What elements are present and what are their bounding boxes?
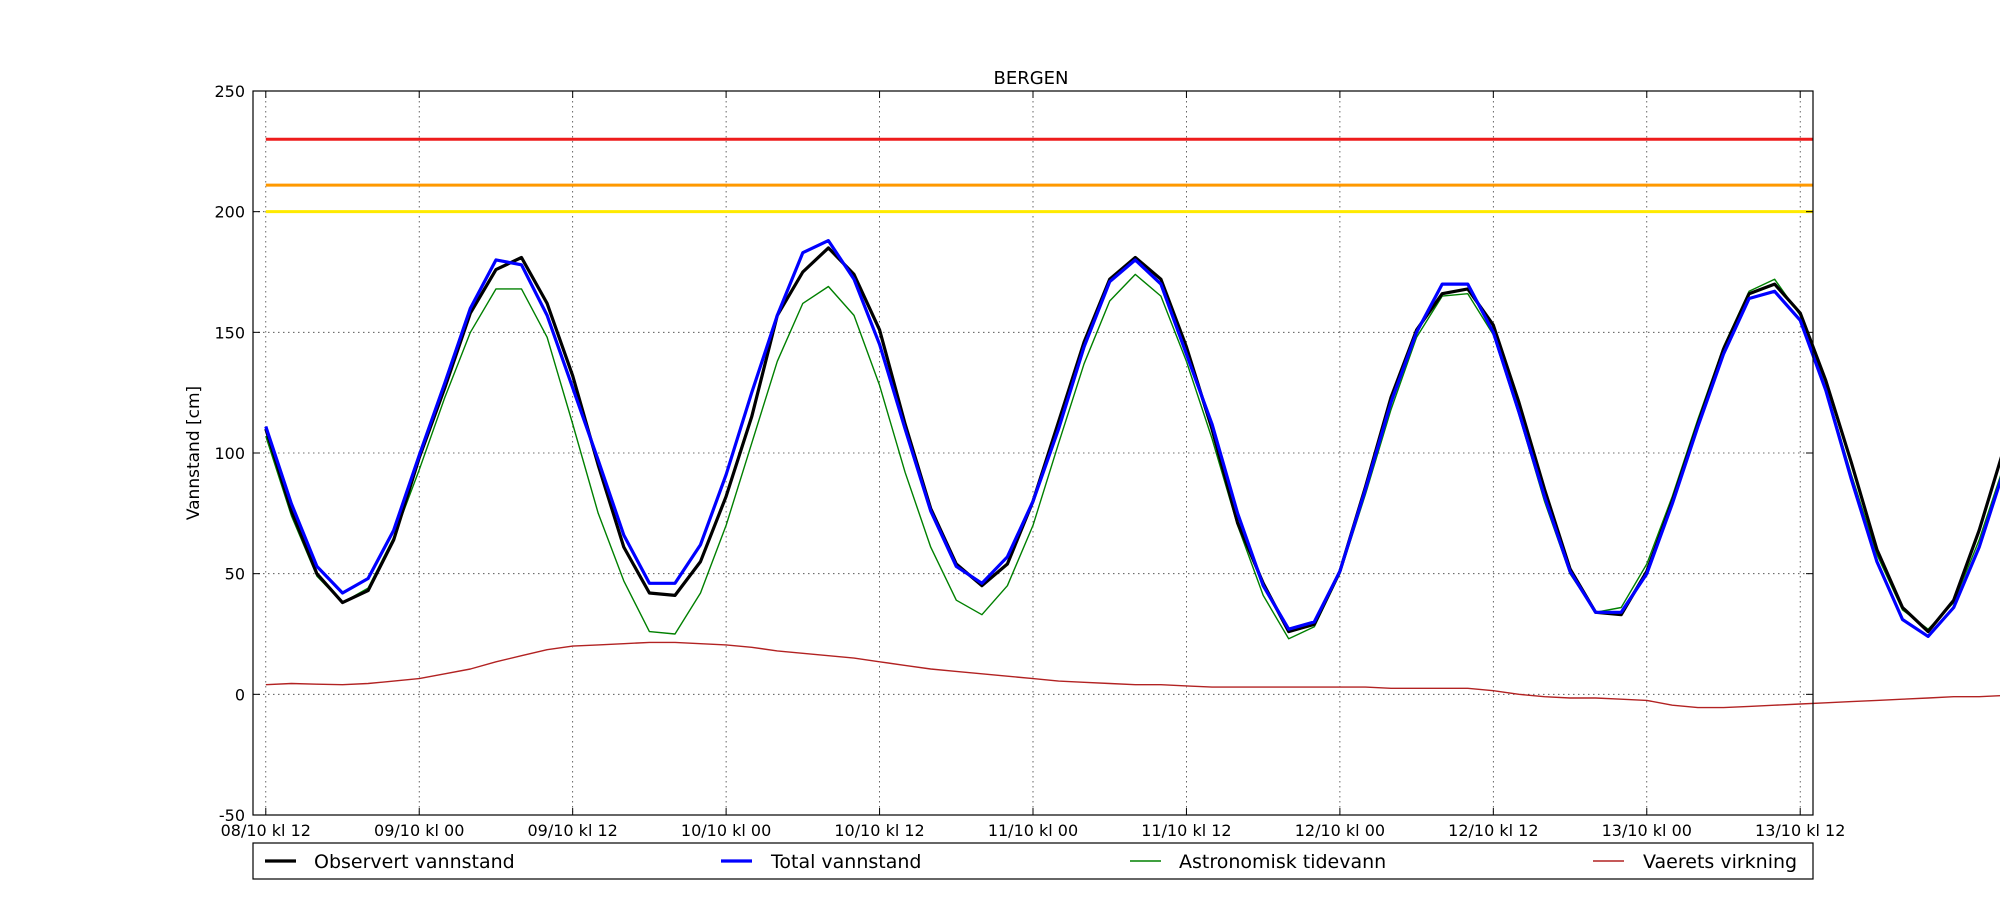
legend-label: Astronomisk tidevann bbox=[1179, 851, 1386, 873]
y-tick-label: 250 bbox=[214, 82, 245, 101]
y-ticks: -50 0 50 100 150 200 250 bbox=[214, 82, 1813, 825]
x-tick-label: 10/10 kl 00 bbox=[681, 821, 771, 840]
x-tick-label: 13/10 kl 12 bbox=[1755, 821, 1845, 840]
threshold-lines bbox=[265, 137, 1813, 214]
y-tick-label: 200 bbox=[214, 203, 245, 222]
legend-label: Vaerets virkning bbox=[1643, 851, 1797, 873]
x-tick-label: 11/10 kl 00 bbox=[988, 821, 1078, 840]
y-tick-label: -50 bbox=[219, 806, 245, 825]
x-tick-label: 13/10 kl 00 bbox=[1602, 821, 1692, 840]
legend-frame bbox=[252, 842, 1814, 880]
series-lines bbox=[264, 239, 2000, 709]
x-ticks: 08/10 kl 12 09/10 kl 00 09/10 kl 12 10/10 k… bbox=[221, 91, 1845, 840]
y-tick-label: 0 bbox=[235, 685, 245, 704]
x-tick-label: 09/10 kl 00 bbox=[374, 821, 464, 840]
x-tick-label: 12/10 kl 12 bbox=[1448, 821, 1538, 840]
x-tick-label: 11/10 kl 12 bbox=[1141, 821, 1231, 840]
series-line bbox=[265, 641, 2000, 709]
legend: Observert vannstand Total vannstand Astron… bbox=[252, 842, 1814, 880]
y-tick-label: 50 bbox=[225, 565, 245, 584]
y-tick-label: 150 bbox=[214, 323, 245, 342]
chart-title: BERGEN bbox=[993, 68, 1068, 89]
y-axis-label: Vannstand [cm] bbox=[184, 386, 204, 520]
legend-label: Total vannstand bbox=[770, 851, 921, 873]
y-tick-label: 100 bbox=[214, 444, 245, 463]
x-tick-label: 10/10 kl 12 bbox=[834, 821, 924, 840]
series-line bbox=[264, 239, 2000, 639]
x-tick-label: 12/10 kl 00 bbox=[1295, 821, 1385, 840]
x-tick-label: 08/10 kl 12 bbox=[221, 821, 311, 840]
x-tick-label: 09/10 kl 12 bbox=[527, 821, 617, 840]
legend-label: Observert vannstand bbox=[314, 851, 515, 873]
